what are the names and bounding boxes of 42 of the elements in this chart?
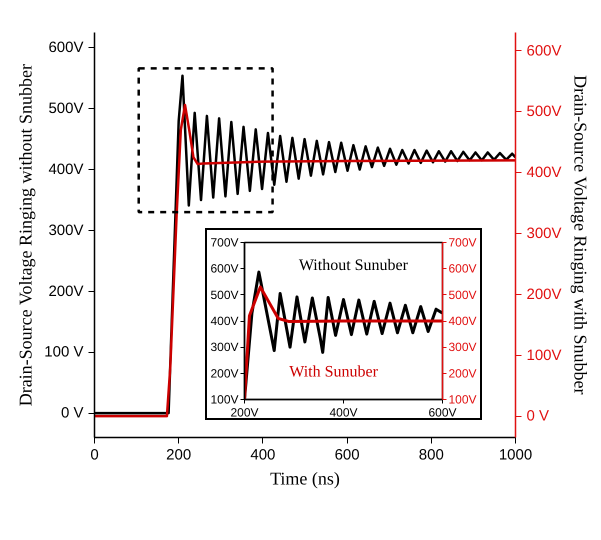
y2-tick-label: 300V <box>526 224 562 242</box>
y-tick-label: 400V <box>48 161 84 178</box>
y-tick-label: 100 V <box>44 344 84 361</box>
y2-axis-title: Drain-Source Voltage Ringing with Snubber <box>570 75 591 394</box>
y-tick-label: 300V <box>210 340 239 354</box>
y2-tick-label: 500V <box>448 288 477 302</box>
x-tick-label: 200V <box>230 406 259 420</box>
y2-tick-label: 400V <box>526 164 562 182</box>
x-tick-label: 200 <box>166 446 192 464</box>
x-tick-label: 0 <box>90 446 99 464</box>
y2-tick-label: 600V <box>448 262 477 276</box>
text: With Sunuber <box>289 364 379 381</box>
y2-tick-label: 0 V <box>526 408 550 425</box>
x-tick-label: 400V <box>329 406 358 420</box>
x-tick-label: 800 <box>418 446 444 464</box>
y2-tick-label: 100V <box>448 392 477 406</box>
x-tick-label: 600V <box>428 406 457 420</box>
y-tick-label: 700V <box>210 236 239 250</box>
y2-tick-label: 400V <box>448 314 477 328</box>
y-tick-label: 200V <box>210 366 239 380</box>
y2-tick-label: 600V <box>526 42 562 60</box>
y2-tick-label: 300V <box>448 340 477 354</box>
y-tick-label: 600V <box>210 262 239 276</box>
y2-tick-label: 100V <box>526 346 562 364</box>
y-tick-label: 400V <box>210 314 239 328</box>
y2-tick-label: 500V <box>526 103 562 120</box>
y2-tick-label: 200V <box>448 366 477 380</box>
y-tick-label: 100V <box>210 392 239 406</box>
series-label: Without Sunuber <box>298 256 409 274</box>
y2-tick-label: 200V <box>526 286 562 303</box>
y-axis-title: Drain-Source Voltage Ringing without Snubber <box>15 64 36 406</box>
y-tick-label: 0 V <box>60 404 84 422</box>
x-axis-title: Time (ns) <box>270 468 340 488</box>
y-tick-label: 500V <box>210 288 239 302</box>
y-tick-label: 500V <box>48 100 84 118</box>
y2-tick-label: 700V <box>448 236 477 250</box>
y-tick-label: 600V <box>48 39 84 56</box>
y-tick-label: 200V <box>48 282 84 300</box>
x-tick-label: 1000 <box>498 446 532 464</box>
y-tick-label: 300V <box>48 222 84 239</box>
x-tick-label: 600 <box>334 446 360 464</box>
x-tick-label: 400 <box>250 446 276 464</box>
